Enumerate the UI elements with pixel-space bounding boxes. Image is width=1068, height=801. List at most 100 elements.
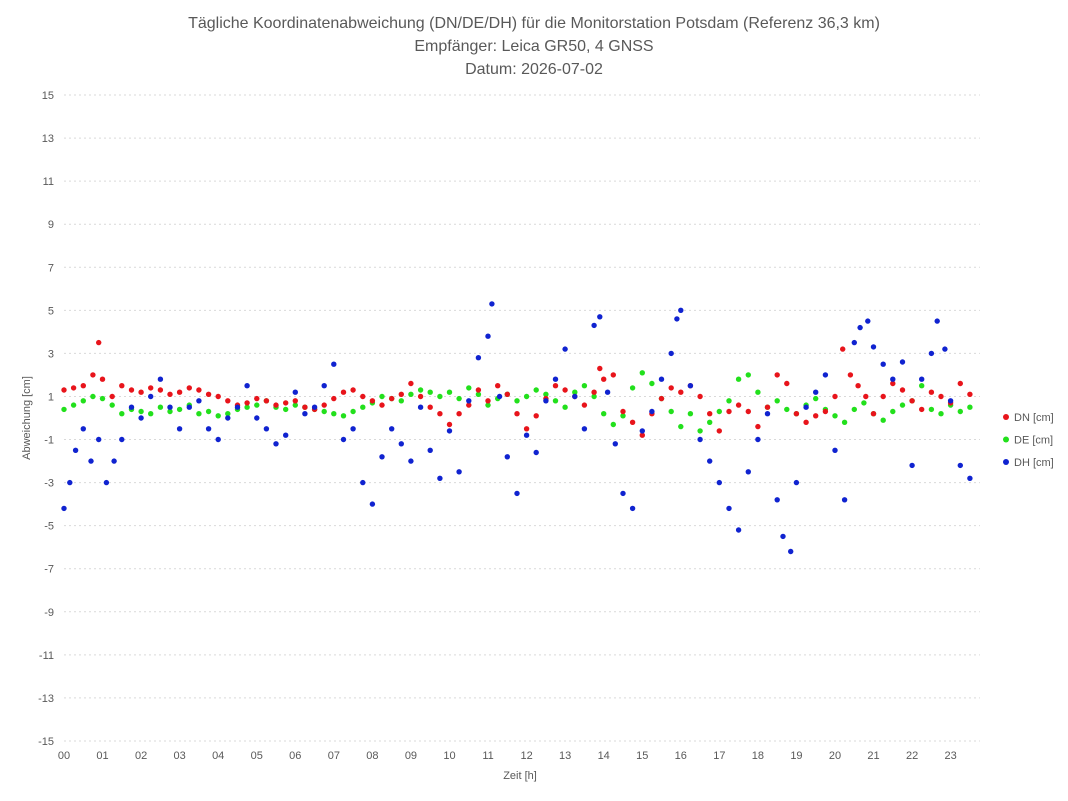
data-point — [263, 426, 270, 432]
data-point — [793, 411, 800, 417]
data-point — [167, 408, 173, 415]
x-tick-label: 00 — [58, 750, 70, 762]
data-point — [562, 346, 568, 352]
data-point — [504, 454, 510, 460]
data-point — [597, 314, 603, 320]
data-point — [870, 411, 877, 417]
data-point — [417, 387, 424, 393]
data-point — [331, 395, 337, 402]
data-point — [928, 350, 935, 357]
data-point — [157, 387, 164, 393]
data-point — [196, 398, 202, 404]
data-point — [167, 391, 173, 397]
data-point — [495, 383, 501, 389]
y-tick-label: -5 — [44, 521, 54, 533]
data-point — [138, 389, 144, 395]
data-point — [176, 426, 183, 432]
data-point — [726, 408, 732, 415]
legend-marker — [1003, 436, 1009, 443]
data-point — [543, 398, 549, 404]
data-point — [947, 398, 954, 404]
legend-entry: DH [cm] — [1014, 457, 1054, 469]
y-tick-label: -13 — [38, 693, 54, 705]
data-point — [774, 398, 780, 404]
data-point — [803, 419, 809, 425]
data-point — [813, 389, 819, 395]
data-point — [639, 428, 645, 434]
data-point — [111, 458, 117, 464]
data-point — [813, 413, 819, 419]
data-point — [340, 389, 347, 395]
data-point — [417, 393, 424, 400]
data-point — [610, 372, 616, 378]
data-point — [755, 436, 761, 443]
x-tick-label: 14 — [598, 750, 610, 762]
data-point — [148, 385, 154, 391]
data-point — [186, 385, 192, 391]
data-point — [793, 479, 800, 486]
data-point — [707, 411, 713, 417]
x-tick-label: 15 — [636, 750, 648, 762]
data-point — [408, 391, 414, 397]
data-point — [225, 415, 231, 421]
data-point — [629, 505, 636, 512]
data-point — [176, 406, 183, 413]
data-point — [755, 423, 761, 430]
data-point — [331, 361, 337, 367]
y-tick-label: 13 — [42, 133, 54, 145]
data-point — [80, 383, 87, 389]
data-point — [890, 408, 896, 415]
data-point — [244, 404, 250, 410]
data-point — [379, 393, 385, 400]
x-tick-label: 04 — [212, 750, 224, 762]
x-tick-label: 03 — [174, 750, 186, 762]
data-point — [350, 408, 356, 415]
data-point — [928, 389, 935, 395]
data-point — [408, 458, 414, 464]
data-point — [919, 383, 925, 389]
data-point — [938, 393, 944, 400]
data-point — [128, 387, 135, 393]
data-point — [437, 411, 443, 417]
data-point — [70, 385, 77, 391]
data-point — [832, 447, 838, 453]
chart-title-line-1: Tägliche Koordinatenabweichung (DN/DE/DH… — [188, 15, 880, 32]
data-point — [774, 372, 780, 378]
data-point — [321, 408, 327, 415]
data-point — [72, 447, 79, 453]
data-point — [263, 398, 270, 404]
data-point — [601, 376, 607, 382]
data-point — [707, 458, 713, 464]
data-point — [283, 400, 289, 406]
data-point — [572, 389, 578, 395]
data-point — [832, 393, 838, 400]
data-point — [485, 402, 491, 408]
data-point — [934, 318, 940, 324]
data-point — [620, 408, 626, 415]
data-point — [196, 411, 202, 417]
data-point — [780, 533, 786, 540]
data-point — [398, 391, 404, 397]
data-point — [865, 318, 871, 324]
data-points — [61, 301, 973, 555]
data-point — [870, 344, 877, 350]
data-point — [697, 436, 703, 443]
data-point — [485, 333, 491, 339]
data-point — [890, 376, 896, 382]
data-point — [581, 402, 588, 408]
data-point — [273, 441, 279, 447]
data-point — [302, 411, 308, 417]
data-point — [109, 393, 115, 400]
data-point — [225, 411, 231, 417]
data-point — [919, 406, 925, 413]
x-tick-label: 08 — [366, 750, 378, 762]
x-tick-label: 06 — [289, 750, 301, 762]
legend-entry: DE [cm] — [1014, 435, 1053, 447]
data-point — [360, 404, 366, 410]
data-point — [292, 398, 298, 404]
data-point — [225, 398, 231, 404]
data-point — [788, 548, 794, 555]
chart-title-line-3: Datum: 2026-07-02 — [465, 61, 603, 78]
data-point — [176, 389, 183, 395]
